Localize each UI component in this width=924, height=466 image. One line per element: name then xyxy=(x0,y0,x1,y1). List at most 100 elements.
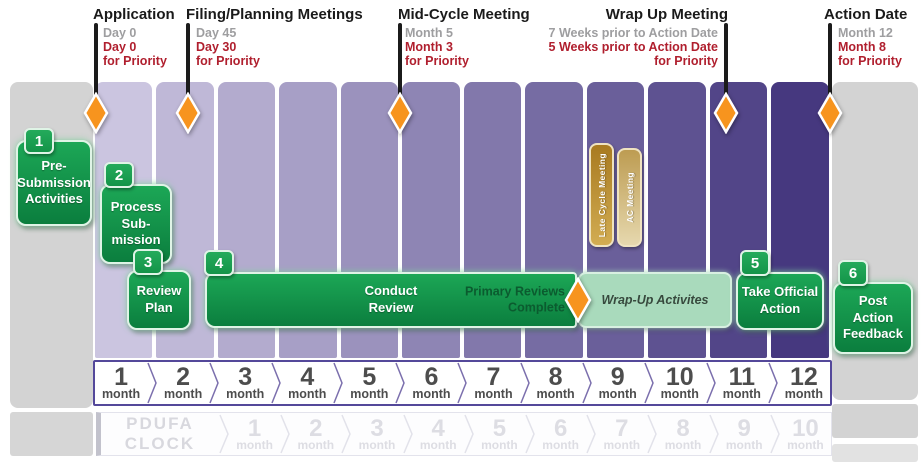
step-number-badge: 3 xyxy=(133,249,163,275)
milestone-timing-application: Day 0 Day 0 for Priority xyxy=(103,26,167,68)
chevron-icon xyxy=(581,362,592,404)
standard-timing: Day 45 xyxy=(196,26,237,40)
month-number: 8 xyxy=(548,362,563,391)
wrap-up-activities-label: Wrap-Up Activites xyxy=(601,293,709,307)
chevron-icon xyxy=(219,414,229,454)
primary-reviews-complete-diamond-icon xyxy=(564,277,592,323)
chevron-icon xyxy=(395,362,406,404)
month-cell: 8 month xyxy=(530,362,582,404)
milestone-title-application: Application xyxy=(93,6,175,23)
month-cell: 2 month xyxy=(157,362,209,404)
chevron-icon xyxy=(280,414,291,454)
priority-timing-suffix: for Priority xyxy=(103,54,167,68)
month-number: 2 xyxy=(176,362,191,391)
chevron-icon xyxy=(147,362,157,404)
month-number: 11 xyxy=(728,362,756,391)
chevron-icon xyxy=(464,414,474,454)
late-cycle-meeting-box: Late Cycle Meeting xyxy=(589,143,614,247)
pdufa-month-number: 8 xyxy=(676,414,690,442)
pdufa-month-number: 3 xyxy=(370,414,384,442)
month-cell: 9 month xyxy=(592,362,644,404)
pdufa-month-number: 6 xyxy=(553,414,568,442)
chevron-icon xyxy=(402,414,413,454)
ac-meeting-label: AC Meeting xyxy=(624,172,635,223)
pdufa-month-number: 10 xyxy=(792,414,819,442)
month-cell: 4 month xyxy=(281,362,333,404)
milestone-title-action-date: Action Date xyxy=(824,6,908,23)
step-review-plan: Review Plan xyxy=(127,270,191,330)
priority-timing-suffix: for Priority xyxy=(405,54,469,68)
step-take-official-action: Take Official Action xyxy=(736,272,824,330)
step-number-badge: 5 xyxy=(740,250,770,276)
month-unit: month xyxy=(226,386,265,401)
chevron-icon xyxy=(706,362,716,404)
chevron-icon xyxy=(708,414,719,454)
priority-timing: Month 8 xyxy=(838,40,886,54)
milestone-timing-mid-cycle: Month 5 Month 3 for Priority xyxy=(405,26,469,68)
month-number: 3 xyxy=(238,362,253,391)
month-number: 7 xyxy=(486,362,501,391)
pdufa-month-unit: month xyxy=(603,437,641,452)
milestone-line xyxy=(398,23,402,117)
month-number: 5 xyxy=(362,362,377,391)
month-unit: month xyxy=(164,386,203,401)
pdufa-month-cell: 1 month xyxy=(229,413,280,455)
step-conduct-review-bar: Conduct Review Primary Reviews Complete xyxy=(205,272,577,328)
priority-timing: Day 0 xyxy=(103,40,137,54)
month-track: 1 month 2 month 3 month 4 month 5 month 6 mont… xyxy=(93,360,832,406)
step-number-badge: 2 xyxy=(104,162,134,188)
month-number: 10 xyxy=(665,362,694,391)
chevron-icon xyxy=(209,362,219,404)
milestone-line xyxy=(828,23,832,117)
post-timeline-panel-bottom xyxy=(832,404,918,438)
month-number: 6 xyxy=(424,362,439,391)
pdufa-month-unit: month xyxy=(725,437,763,452)
month-cell: 3 month xyxy=(219,362,271,404)
priority-timing-suffix: for Priority xyxy=(838,54,902,68)
milestone-diamond-icon xyxy=(387,92,413,134)
pdufa-month-cell: 7 month xyxy=(596,413,647,455)
pre-timeline-panel-bottom xyxy=(10,412,93,456)
month-number: 9 xyxy=(610,362,625,391)
pdufa-month-unit: month xyxy=(419,437,457,452)
milestone-diamond-icon xyxy=(175,92,201,134)
month-unit: month xyxy=(536,386,575,401)
step-number-badge: 4 xyxy=(204,250,234,276)
step-post-action-feedback: Post Action Feedback xyxy=(833,282,913,354)
pdufa-clock-label: PDUFA CLOCK xyxy=(124,414,196,453)
milestone-line xyxy=(186,23,190,117)
pdufa-month-unit: month xyxy=(236,437,273,452)
milestone-diamond-icon xyxy=(817,92,843,134)
milestone-title-wrap-up: Wrap Up Meeting xyxy=(605,6,728,23)
milestone-title-filing: Filing/Planning Meetings xyxy=(186,6,363,23)
pdufa-month-unit: month xyxy=(542,437,579,452)
milestone-line xyxy=(94,23,98,117)
priority-timing: Month 3 xyxy=(405,40,453,54)
milestone-timing-wrap-up: 7 Weeks prior to Action Date 5 Weeks pri… xyxy=(518,26,718,68)
milestone-diamond-icon xyxy=(83,92,109,134)
chevron-icon xyxy=(770,414,780,454)
month-unit: month xyxy=(660,386,699,401)
pdufa-month-cell: 6 month xyxy=(535,413,586,455)
post-timeline-panel-bottom2 xyxy=(832,444,918,462)
priority-timing-suffix: for Priority xyxy=(196,54,260,68)
chevron-icon xyxy=(271,362,282,404)
pdufa-month-unit: month xyxy=(297,437,335,452)
pdufa-month-number: 5 xyxy=(492,414,507,442)
primary-reviews-complete-label: Primary Reviews Complete xyxy=(464,284,565,314)
standard-timing: Month 5 xyxy=(405,26,453,40)
chevron-icon xyxy=(647,414,658,454)
pdufa-month-cell: 2 month xyxy=(290,413,341,455)
milestone-timing-filing: Day 45 Day 30 for Priority xyxy=(196,26,260,68)
pdufa-month-unit: month xyxy=(664,437,702,452)
priority-timing-suffix: for Priority xyxy=(654,54,718,68)
pdufa-month-number: 7 xyxy=(615,414,629,442)
milestone-line xyxy=(724,23,728,117)
step-number-badge: 6 xyxy=(838,260,868,286)
chevron-icon xyxy=(644,362,654,404)
chevron-icon xyxy=(333,362,344,404)
pdufa-month-cell: 5 month xyxy=(474,413,525,455)
late-cycle-meeting-label: Late Cycle Meeting xyxy=(596,152,607,238)
conduct-review-label: Conduct Review xyxy=(364,283,418,315)
